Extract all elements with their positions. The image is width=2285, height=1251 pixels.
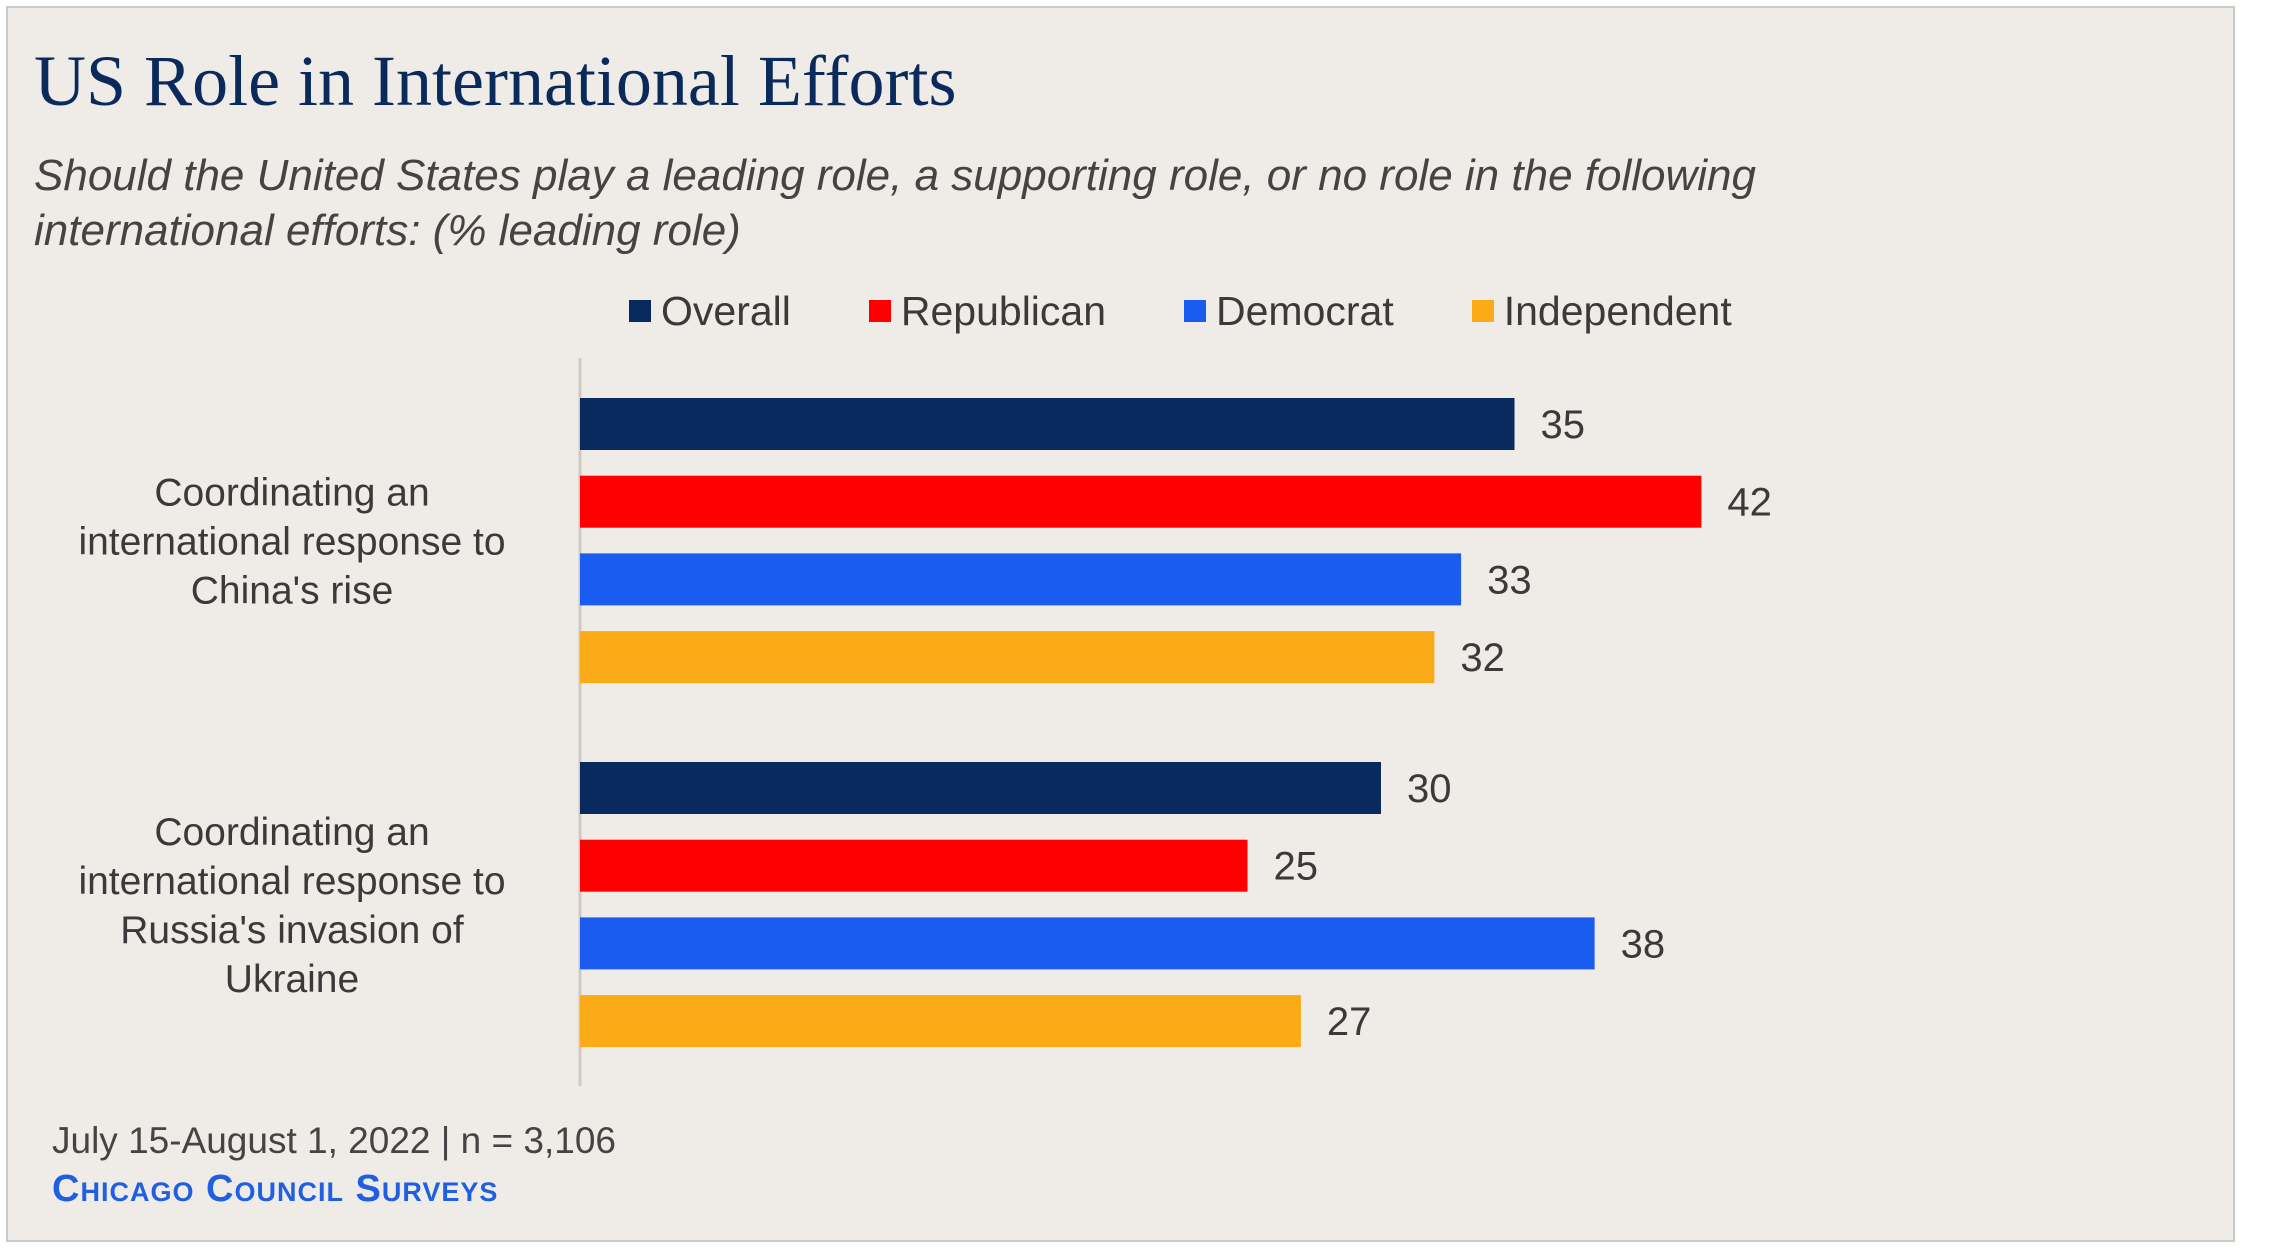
bar-democrat xyxy=(580,553,1462,606)
category-label-line: Ukraine xyxy=(225,958,359,1001)
category-label-line: Russia's invasion of xyxy=(120,909,464,952)
bar-value-label: 33 xyxy=(1487,558,1532,602)
bar-value-label: 35 xyxy=(1541,403,1586,447)
legend-swatch-overall xyxy=(629,300,651,322)
legend-item-independent: Independent xyxy=(1471,287,1732,335)
subtitle-line-2: international efforts: (% leading role) xyxy=(34,206,741,255)
legend-swatch-independent xyxy=(1471,300,1494,322)
bar-value-label: 32 xyxy=(1460,636,1505,680)
bar-value-label: 38 xyxy=(1621,922,1666,966)
category-label-line: international response to xyxy=(78,521,505,564)
bar-independent xyxy=(580,631,1435,684)
legend-swatch-republican xyxy=(868,300,891,322)
survey-dates: July 15-August 1, 2022 | n = 3,106 xyxy=(52,1120,616,1161)
legend-label-overall: Overall xyxy=(661,287,791,334)
bar-republican xyxy=(580,475,1702,528)
bar-value-label: 27 xyxy=(1327,1000,1372,1044)
bar-republican xyxy=(580,839,1248,892)
subtitle-line-1: Should the United States play a leading … xyxy=(34,151,1756,200)
legend-swatch-democrat xyxy=(1184,300,1207,322)
bar-democrat xyxy=(580,917,1595,970)
category-label-line: international response to xyxy=(78,860,505,903)
chart-title: US Role in International Efforts xyxy=(34,41,957,121)
category-label-line: Coordinating an xyxy=(154,472,429,515)
legend-item-democrat: Democrat xyxy=(1184,288,1394,335)
bar-value-label: 30 xyxy=(1407,767,1452,811)
category-label-line: China's rise xyxy=(191,570,394,613)
legend-label-republican: Republican xyxy=(900,287,1107,334)
chart-legend: Overall Republican Democrat Independent xyxy=(629,286,1810,336)
legend-label-democrat: Democrat xyxy=(1216,287,1394,334)
bar-value-label: 25 xyxy=(1274,845,1319,889)
bar-value-label: 42 xyxy=(1727,481,1772,525)
legend-item-overall: Overall xyxy=(629,288,791,335)
legend-label-independent: Independent xyxy=(1503,287,1732,334)
chart-subtitle: Should the United States play a leading … xyxy=(34,148,2184,258)
bar-overall xyxy=(580,398,1515,450)
legend-item-republican: Republican xyxy=(868,287,1107,335)
bar-independent xyxy=(580,995,1301,1048)
brand-name: Chicago Council Surveys xyxy=(52,1168,499,1210)
bar-overall xyxy=(580,762,1381,814)
category-label-line: Coordinating an xyxy=(154,811,429,854)
